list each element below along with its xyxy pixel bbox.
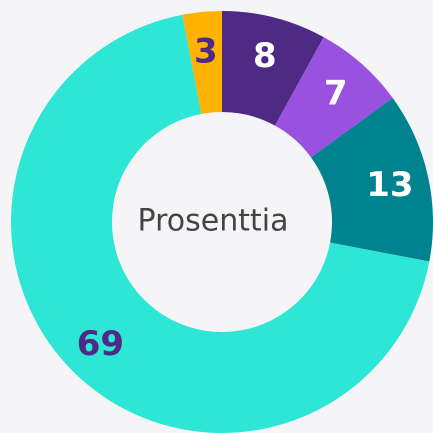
segment	[310, 97, 433, 262]
segments	[11, 11, 433, 433]
segment	[222, 11, 324, 126]
segment	[11, 14, 430, 433]
value-label: 13	[366, 165, 413, 205]
value-label: 8	[253, 36, 277, 76]
segment	[274, 37, 393, 158]
segment	[182, 11, 222, 114]
value-label: 3	[194, 31, 218, 71]
value-label: 7	[324, 73, 348, 113]
center-label: Prosenttia	[138, 204, 289, 239]
value-label: 69	[77, 324, 124, 364]
